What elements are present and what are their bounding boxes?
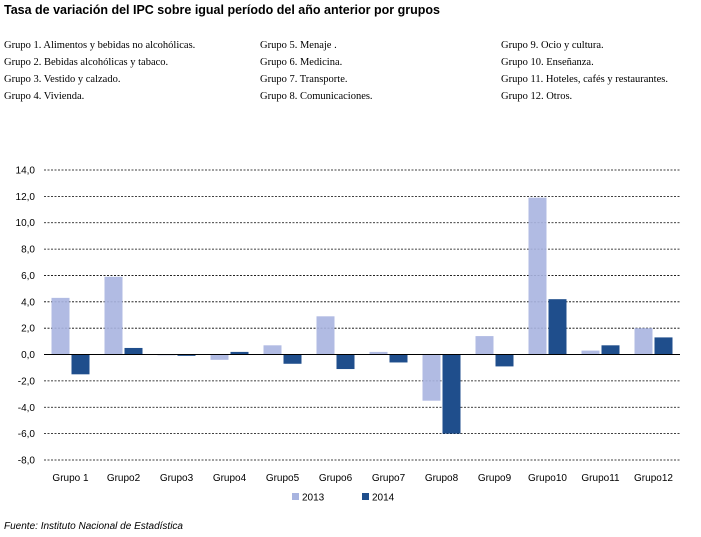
bar-2013 [51, 297, 70, 355]
bar-2013 [316, 316, 335, 355]
group-description-column-2: Grupo 5. Menaje . Grupo 6. Medicina. Gru… [260, 37, 373, 105]
group-description: Grupo 3. Vestido y calzado. [4, 74, 121, 85]
y-tick-label: -6,0 [18, 429, 36, 440]
group-description: Grupo 12. Otros. [501, 91, 573, 102]
group-description: Grupo 2. Bebidas alcohólicas y tabaco. [4, 57, 169, 68]
y-tick-label: 0,0 [21, 350, 35, 361]
x-tick-label: Grupo 1 [52, 473, 89, 484]
bar-2014 [71, 354, 90, 375]
group-description: Grupo 9. Ocio y cultura. [501, 40, 604, 51]
bar-2014 [124, 347, 143, 355]
legend-swatch-2014 [362, 493, 369, 500]
y-tick-label: 4,0 [21, 297, 35, 308]
bar-2014 [230, 351, 249, 355]
y-tick-label: 12,0 [16, 192, 36, 203]
bar-2013 [104, 276, 123, 355]
y-tick-label: -8,0 [18, 456, 36, 467]
x-tick-label: Grupo3 [160, 473, 194, 484]
y-tick-label: 8,0 [21, 245, 35, 256]
bar-2013 [475, 336, 494, 355]
bar-2014 [442, 354, 461, 434]
x-tick-label: Grupo12 [634, 473, 673, 484]
x-tick-label: Grupo7 [372, 473, 406, 484]
x-tick-label: Grupo8 [425, 473, 459, 484]
y-tick-label: -2,0 [18, 376, 36, 387]
bar-2014 [495, 354, 514, 367]
y-tick-label: 6,0 [21, 271, 35, 282]
legend-label-2013: 2013 [302, 493, 325, 504]
x-tick-label: Grupo2 [107, 473, 141, 484]
group-description: Grupo 6. Medicina. [260, 57, 343, 68]
y-tick-label: 14,0 [16, 166, 36, 177]
bar-2014 [336, 354, 355, 370]
bar-2013 [581, 350, 600, 355]
bar-2014 [177, 354, 196, 356]
bar-2014 [601, 345, 620, 355]
group-description: Grupo 8. Comunicaciones. [260, 91, 373, 102]
chart-title: Tasa de variación del IPC sobre igual pe… [4, 3, 440, 17]
legend-label-2014: 2014 [372, 493, 395, 504]
bar-2013 [634, 328, 653, 355]
bar-2014 [389, 354, 408, 363]
x-tick-label: Grupo4 [213, 473, 247, 484]
source-note: Fuente: Instituto Nacional de Estadístic… [4, 521, 183, 532]
bar-2014 [283, 354, 302, 364]
legend-swatch-2013 [292, 493, 299, 500]
x-tick-label: Grupo6 [319, 473, 353, 484]
x-tick-label: Grupo9 [478, 473, 512, 484]
y-tick-label: 10,0 [16, 218, 36, 229]
bar-2014 [548, 299, 567, 355]
group-description: Grupo 5. Menaje . [260, 40, 337, 51]
group-description: Grupo 10. Enseñanza. [501, 57, 594, 68]
x-tick-label: Grupo10 [528, 473, 567, 484]
x-tick-label: Grupo11 [581, 473, 620, 484]
bar-2013 [263, 345, 282, 355]
bar-2014 [654, 337, 673, 355]
group-description: Grupo 7. Transporte. [260, 74, 348, 85]
bar-2013 [422, 354, 441, 401]
y-tick-label: -4,0 [18, 403, 36, 414]
bar-2013 [528, 197, 547, 355]
group-description: Grupo 4. Vivienda. [4, 91, 85, 102]
group-description: Grupo 1. Alimentos y bebidas no alcohóli… [4, 40, 196, 51]
group-description: Grupo 11. Hoteles, cafés y restaurantes. [501, 74, 668, 85]
group-description-column-1: Grupo 1. Alimentos y bebidas no alcohóli… [4, 37, 195, 105]
y-tick-label: 2,0 [21, 324, 35, 335]
bar-2013 [210, 354, 229, 360]
group-description-column-3: Grupo 9. Ocio y cultura. Grupo 10. Enseñ… [501, 37, 668, 105]
x-tick-label: Grupo5 [266, 473, 300, 484]
bar-2013 [369, 351, 388, 355]
group-descriptions: Grupo 1. Alimentos y bebidas no alcohóli… [4, 37, 694, 107]
